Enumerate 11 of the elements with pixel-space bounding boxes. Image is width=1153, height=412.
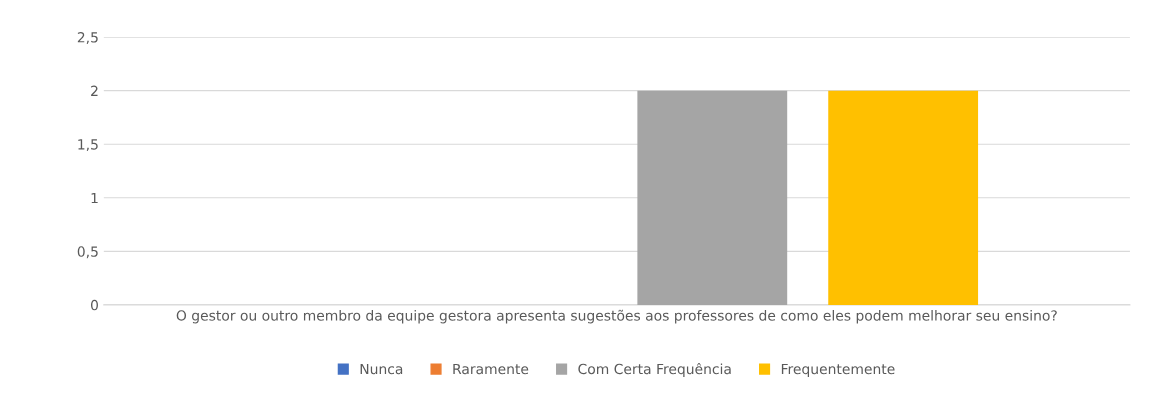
y-tick-label: 0: [90, 299, 98, 311]
legend-label: Com Certa Frequência: [578, 362, 731, 377]
y-tick-label: 2,5: [77, 32, 98, 44]
x-tick-label: O gestor ou outro membro da equipe gestora apresenta sugestões aos professores de como eles podem melhorar seu ensino?: [176, 309, 1057, 324]
y-tick-label: 0,5: [77, 246, 98, 259]
y-tick-label: 1,5: [78, 139, 98, 152]
legend-label: Frequentemente: [781, 363, 895, 377]
y-tick-label: 1: [91, 192, 98, 204]
legend-label: Raramente: [453, 363, 529, 375]
legend-label: Nunca: [360, 363, 403, 375]
y-tick-label: 2: [91, 85, 98, 96]
